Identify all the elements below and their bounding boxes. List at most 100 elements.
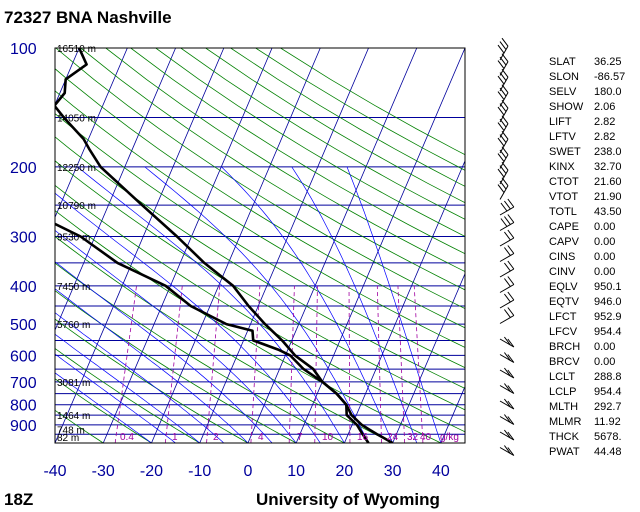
index-value: 11.92	[594, 416, 621, 428]
index-row: EQTV 946.0	[549, 295, 640, 310]
wind-barb	[497, 115, 509, 138]
index-value: 288.8	[594, 371, 622, 383]
wind-barb	[497, 130, 509, 154]
wind-barb	[499, 414, 515, 425]
height-label: 9530 m	[57, 232, 90, 243]
moist-adiabat-line	[55, 288, 249, 443]
index-name: MLMR	[549, 416, 582, 428]
index-value: 0.00	[594, 236, 616, 248]
index-name: SHOW	[549, 101, 584, 113]
index-row: LIFT 2.82	[549, 115, 640, 130]
temperature-tick-label: 0	[243, 463, 252, 480]
index-value: 954.4	[594, 326, 622, 338]
wind-barb	[497, 68, 509, 92]
wind-barb	[499, 398, 515, 410]
index-name: BRCV	[549, 356, 580, 368]
index-value: 952.9	[594, 311, 622, 323]
index-name: SWET	[549, 146, 581, 158]
mixing-ratio-label: 7	[297, 432, 303, 443]
station-title: 72327 BNA Nashville	[4, 8, 172, 27]
moist-adiabat-line	[55, 333, 200, 443]
temperature-tick-label: 30	[384, 463, 402, 480]
index-name: KINX	[549, 161, 575, 173]
index-value: 44.48	[594, 446, 622, 458]
credit-text: University of Wyoming	[256, 490, 440, 509]
height-label: 16510 m	[57, 44, 96, 55]
index-value: 946.0	[594, 296, 622, 308]
height-label: 12250 m	[57, 163, 96, 174]
mixing-ratio-label: 24	[387, 432, 399, 443]
index-value: 21.60	[594, 176, 622, 188]
mixing-ratio-line	[376, 285, 382, 443]
index-value: -86.57	[594, 71, 626, 83]
temperature-tick-label: -20	[140, 463, 163, 480]
temperature-tick-label: -10	[188, 463, 211, 480]
wind-barb	[499, 336, 515, 348]
plot-frame	[54, 47, 466, 444]
pressure-tick-label: 600	[10, 348, 37, 365]
wind-barb	[499, 383, 515, 394]
dry-adiabat-line	[55, 378, 152, 443]
index-value: 0.00	[594, 356, 616, 368]
wind-barb	[499, 429, 515, 441]
index-row: BRCV 0.00	[549, 355, 640, 370]
index-value: 32.70	[594, 161, 622, 173]
dry-adiabat-line	[155, 48, 465, 237]
index-value: 36.25	[594, 56, 622, 68]
dry-adiabat-line	[105, 48, 465, 273]
isotherm-line	[151, 48, 321, 443]
index-name: LFCT	[549, 311, 577, 323]
dry-adiabat-line	[55, 68, 465, 329]
height-label: 1464 m	[57, 411, 90, 422]
isotherm-line	[295, 48, 465, 443]
index-name: LCLP	[549, 386, 577, 398]
dry-adiabat-line	[55, 160, 465, 411]
index-value: 0.00	[594, 251, 616, 263]
moist-adiabat-line	[221, 166, 393, 443]
index-row: PWAT 44.48	[549, 445, 640, 460]
index-row: BRCH 0.00	[549, 340, 640, 355]
index-row: LFCV 954.4	[549, 325, 640, 340]
index-name: LCLT	[549, 371, 576, 383]
index-row: TOTL 43.50	[549, 205, 640, 220]
index-row: SHOW 2.06	[549, 100, 640, 115]
wind-barb	[497, 177, 509, 200]
index-name: EQTV	[549, 296, 579, 308]
mixing-ratio-label: 2	[213, 432, 219, 443]
index-row: SELV 180.0	[549, 85, 640, 100]
mixing-ratio-line	[413, 285, 424, 443]
index-row: LFCT 952.9	[549, 310, 640, 325]
mixing-ratio-label: 10	[322, 432, 334, 443]
index-value: 2.82	[594, 131, 616, 143]
dry-adiabat-line	[55, 113, 465, 369]
temperature-tick-label: -30	[92, 463, 115, 480]
index-row: SWET 238.0	[549, 145, 640, 160]
height-label: 10790 m	[57, 201, 96, 212]
index-value: 43.50	[594, 206, 622, 218]
index-value: 950.1	[594, 281, 622, 293]
dry-adiabat-line	[55, 318, 249, 443]
dry-adiabat-line	[80, 48, 465, 291]
height-label: 748 m	[57, 426, 85, 437]
dry-adiabat-line	[55, 262, 345, 443]
index-value: 2.82	[594, 116, 616, 128]
index-value: 5678.	[594, 431, 622, 443]
mixing-ratio-line	[314, 285, 318, 443]
wind-barb	[497, 99, 509, 123]
pressure-tick-label: 900	[10, 418, 37, 435]
isotherm-line	[392, 272, 465, 443]
moist-adiabat-line	[55, 192, 321, 443]
wind-barb	[499, 229, 515, 247]
isotherm-line	[344, 159, 465, 443]
index-name: LIFT	[549, 116, 572, 128]
mixing-ratio-label: g/kg	[440, 432, 459, 443]
moist-adiabat-line	[346, 166, 442, 443]
isotherm-line	[199, 48, 369, 443]
wind-barb	[499, 260, 515, 278]
dewpoint-profile-line	[55, 222, 370, 443]
index-row: LCLP 954.4	[549, 385, 640, 400]
wind-barb	[499, 445, 515, 456]
index-name: LFCV	[549, 326, 578, 338]
pressure-tick-label: 300	[10, 229, 37, 246]
index-name: THCK	[549, 431, 579, 443]
